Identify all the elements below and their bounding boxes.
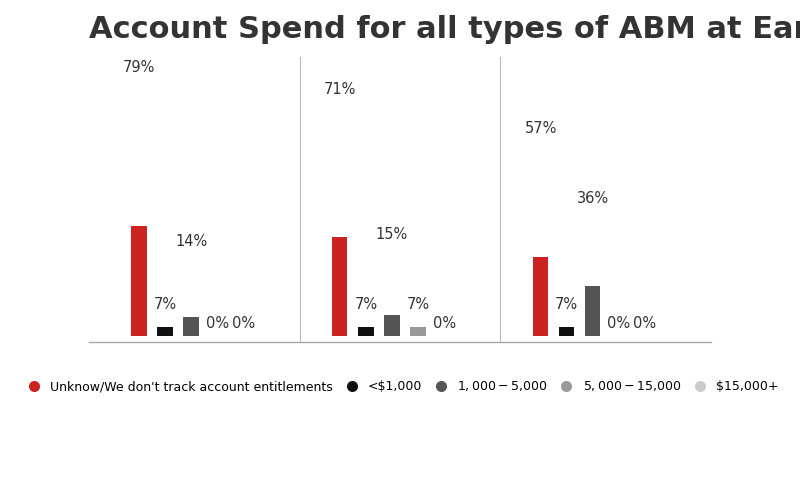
Text: 57%: 57% bbox=[525, 121, 557, 136]
Bar bbox=[358, 326, 374, 336]
Text: 7%: 7% bbox=[406, 297, 430, 312]
Text: 0%: 0% bbox=[433, 316, 456, 331]
Bar bbox=[332, 237, 347, 336]
Legend: Unknow/We don't track account entitlements, <$1,000, $1,000-$5,000, $5,000-$15,0: Unknow/We don't track account entitlemen… bbox=[16, 374, 784, 398]
Bar bbox=[384, 315, 400, 336]
Text: 7%: 7% bbox=[555, 297, 578, 312]
Text: Account Spend for all types of ABM at Early Stage: Account Spend for all types of ABM at Ea… bbox=[89, 15, 800, 44]
Text: 15%: 15% bbox=[376, 227, 408, 242]
Bar bbox=[131, 226, 146, 336]
Bar bbox=[559, 326, 574, 336]
Text: 71%: 71% bbox=[323, 82, 356, 97]
Bar bbox=[410, 326, 426, 336]
Text: 7%: 7% bbox=[154, 297, 177, 312]
Text: 0%: 0% bbox=[634, 316, 657, 331]
Bar bbox=[533, 257, 548, 336]
Text: 14%: 14% bbox=[175, 234, 207, 249]
Text: 7%: 7% bbox=[354, 297, 378, 312]
Text: 0%: 0% bbox=[607, 316, 630, 331]
Bar bbox=[183, 317, 199, 336]
Bar bbox=[585, 286, 601, 336]
Bar bbox=[158, 326, 173, 336]
Text: 0%: 0% bbox=[206, 316, 229, 331]
Text: 0%: 0% bbox=[232, 316, 255, 331]
Text: 36%: 36% bbox=[577, 191, 609, 206]
Text: 79%: 79% bbox=[122, 60, 155, 75]
